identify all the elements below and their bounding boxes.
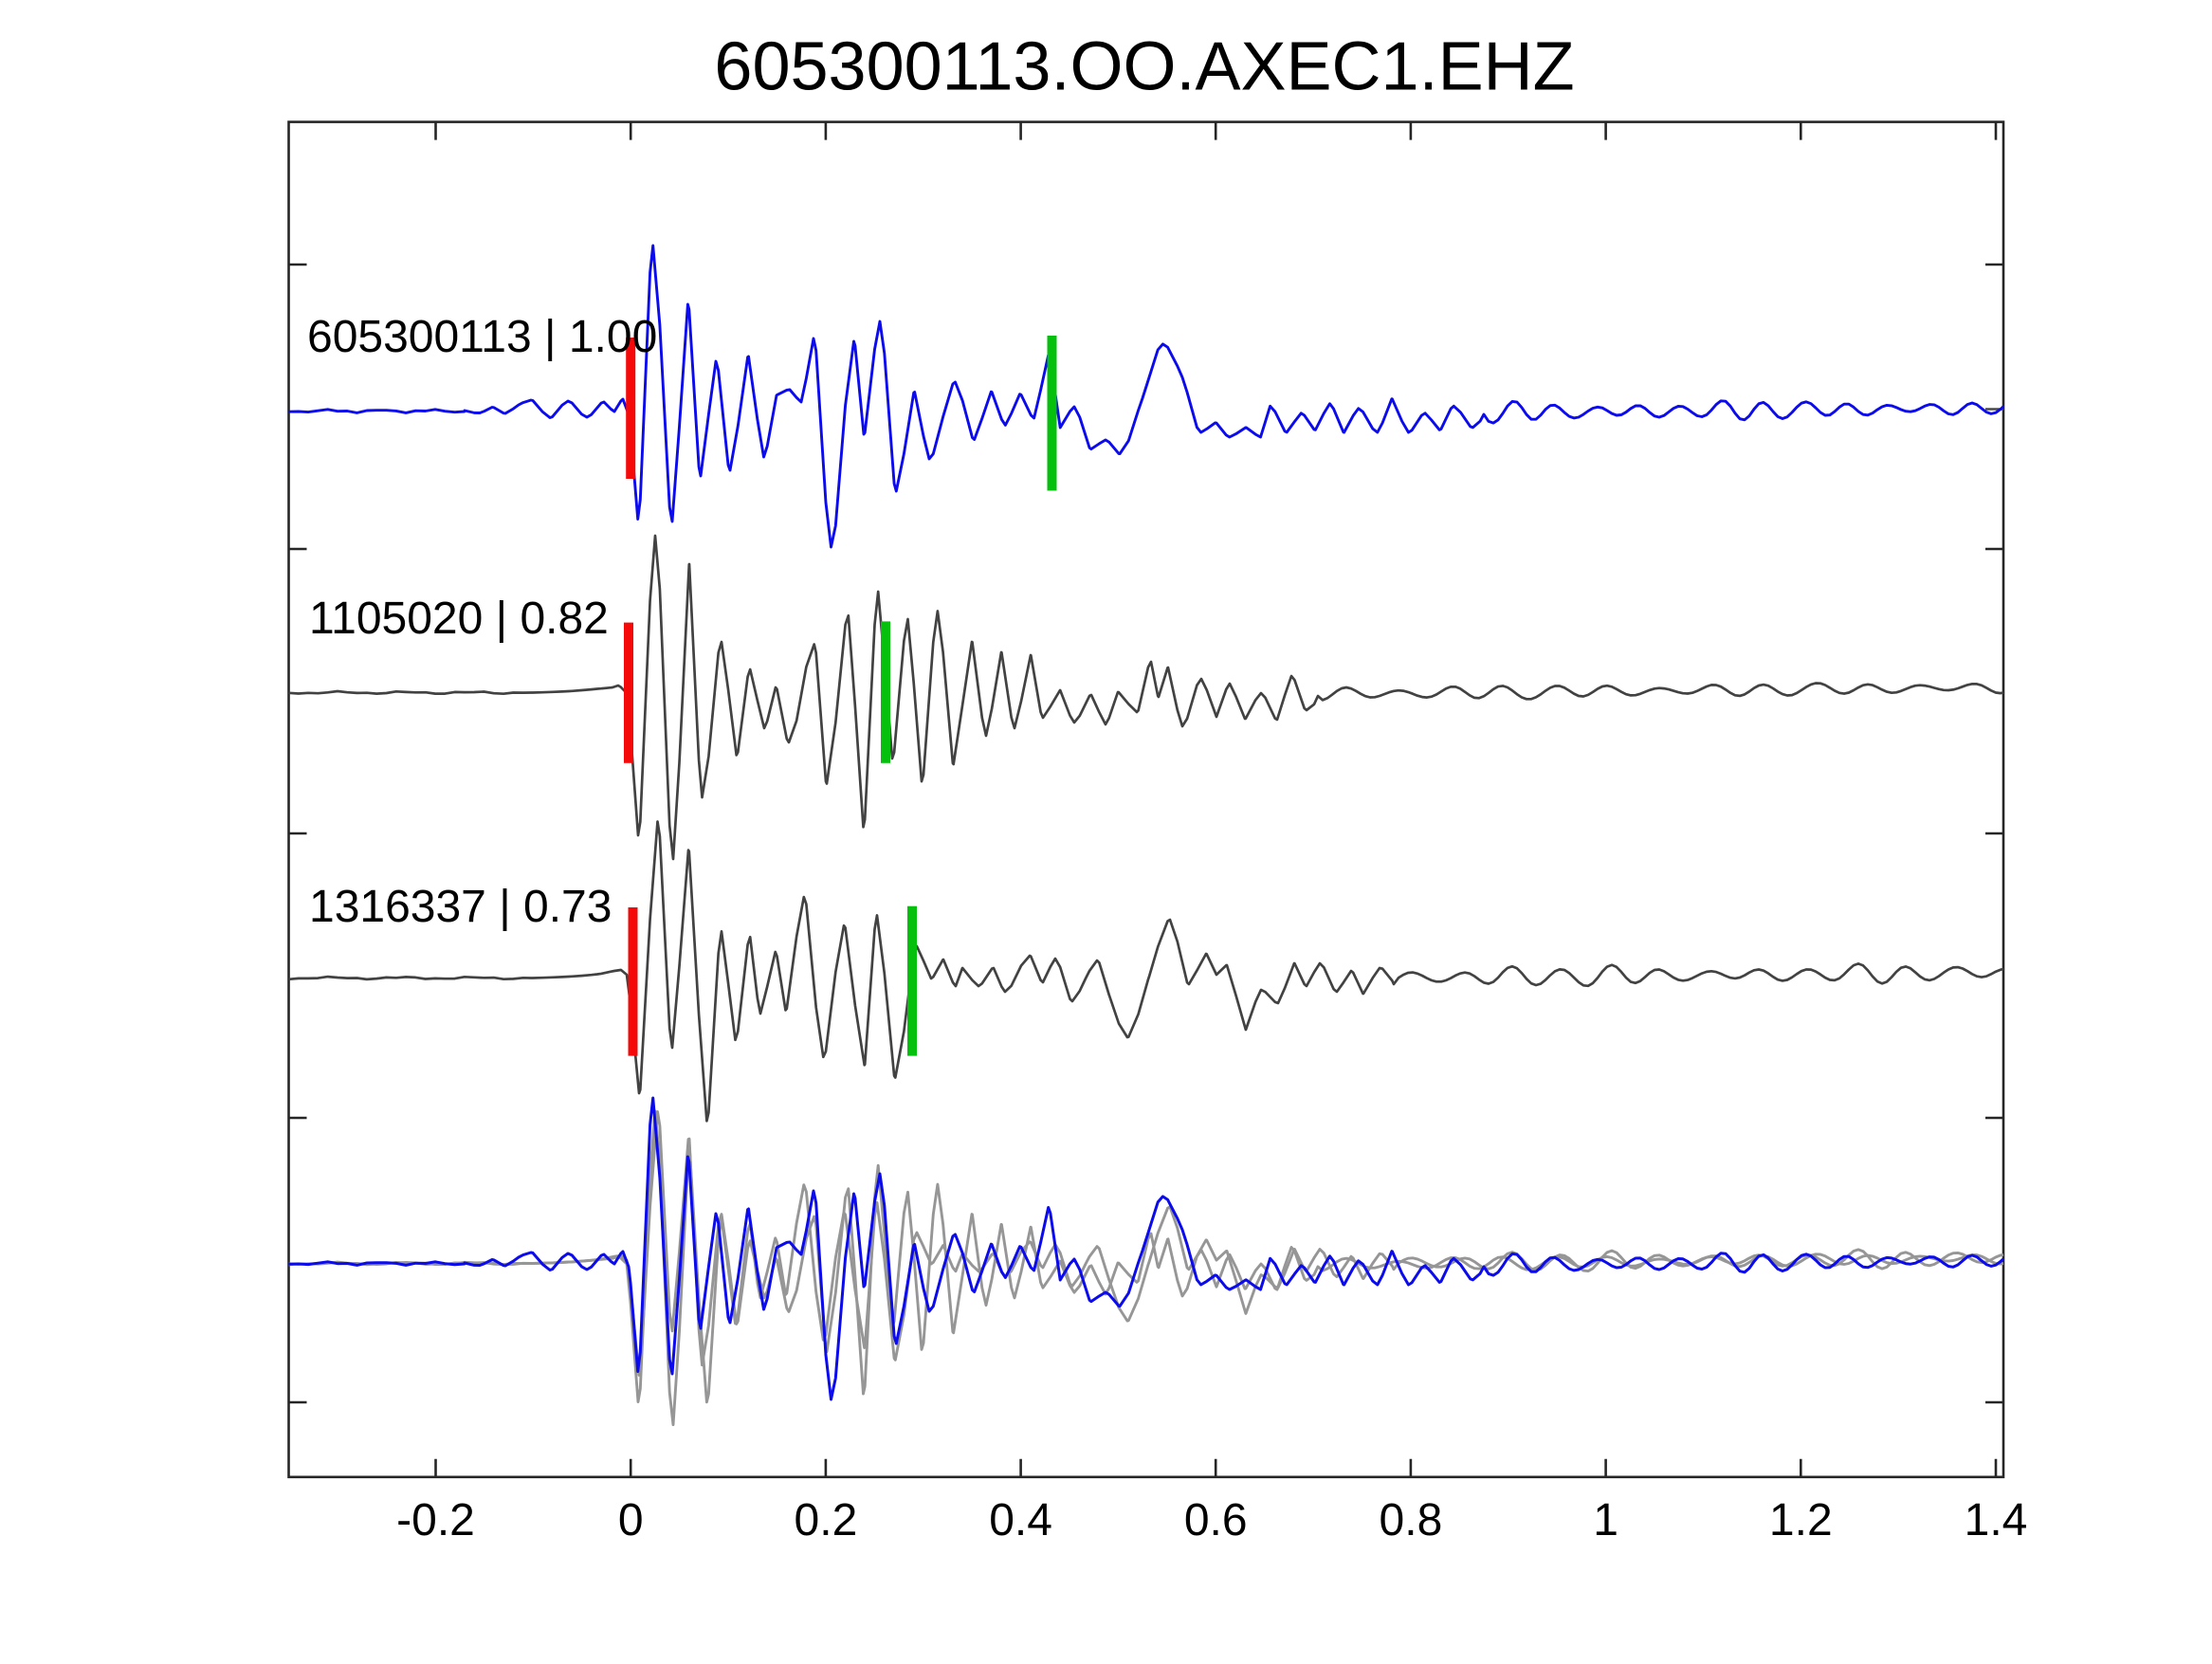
svg-text:0.2: 0.2 [795, 1495, 858, 1545]
svg-text:605300113.OO.AXEC1.EHZ: 605300113.OO.AXEC1.EHZ [714, 29, 1574, 105]
svg-text:0.8: 0.8 [1380, 1495, 1443, 1545]
svg-text:1: 1 [1593, 1495, 1618, 1545]
svg-text:-0.2: -0.2 [396, 1495, 475, 1545]
svg-text:1316337 | 0.73: 1316337 | 0.73 [309, 882, 612, 932]
svg-text:1105020 | 0.82: 1105020 | 0.82 [309, 594, 609, 644]
svg-text:0.4: 0.4 [989, 1495, 1052, 1545]
svg-text:1.2: 1.2 [1769, 1495, 1833, 1545]
svg-text:0: 0 [618, 1495, 644, 1545]
svg-text:1.4: 1.4 [1965, 1495, 2028, 1545]
svg-text:0.6: 0.6 [1184, 1495, 1248, 1545]
svg-text:605300113 | 1.00: 605300113 | 1.00 [307, 312, 657, 362]
